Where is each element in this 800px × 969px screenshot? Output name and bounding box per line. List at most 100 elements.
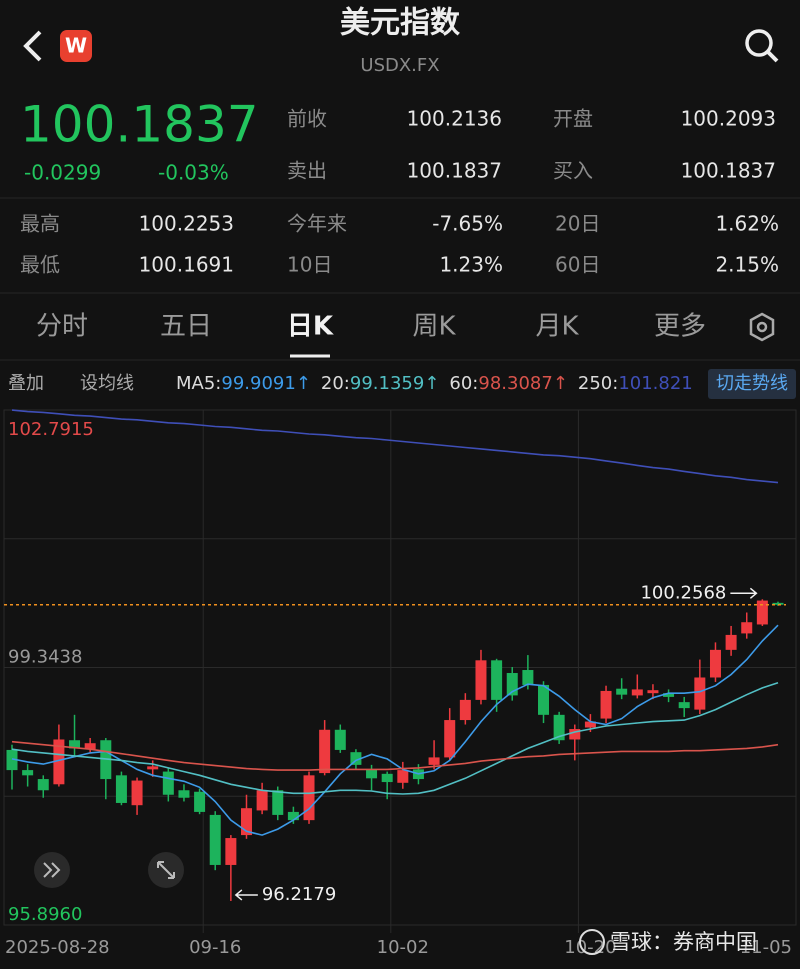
stat-label: 卖出 xyxy=(287,159,327,183)
tab[interactable]: 五日 xyxy=(160,312,212,342)
watermark: 雪球：券商中国 xyxy=(610,930,757,954)
stat-label: 买入 xyxy=(553,159,593,183)
stat-value: 1.23% xyxy=(439,253,503,277)
ma-value: 99.9091 xyxy=(221,373,295,394)
change: -0.0299 xyxy=(24,161,101,185)
candle-body xyxy=(444,720,456,758)
candle-body xyxy=(475,660,487,700)
candle-body xyxy=(756,600,768,625)
chart: 102.7915 99.3438 95.8960 2025-08-28 09-16 10-… xyxy=(3,409,797,958)
logo-text: W xyxy=(65,34,87,58)
candle-body xyxy=(178,790,190,798)
stat-label: 最低 xyxy=(20,253,60,277)
x-tick-label: 11-05 xyxy=(740,937,792,958)
ma-legend: MA5:99.9091↑ 20:99.1359↑ 60:98.3087↑ 250:10… xyxy=(176,373,693,394)
stat-value: 100.1837 xyxy=(681,159,776,183)
candle-body xyxy=(741,622,753,634)
ma-name: 20: xyxy=(321,373,350,394)
ma-name: 60: xyxy=(449,373,478,394)
tab[interactable]: 日K xyxy=(287,312,334,342)
candle-body xyxy=(37,779,49,791)
change-pct: -0.03% xyxy=(158,161,229,185)
ma-line xyxy=(11,681,779,795)
ma-value: 99.1359 xyxy=(350,373,424,394)
trendline-button-bg[interactable] xyxy=(708,369,796,399)
candle-body xyxy=(381,773,393,783)
y-tick-label: 99.3438 xyxy=(8,646,82,667)
stat-value: 100.1691 xyxy=(139,253,234,277)
stat-label: 10日 xyxy=(287,253,332,277)
candle-body xyxy=(22,770,34,776)
candle-body xyxy=(162,771,174,795)
ma-name: MA5: xyxy=(176,373,221,394)
stat-label: 60日 xyxy=(555,253,600,277)
price: 100.1837 xyxy=(20,96,259,154)
ma-value: 101.821 xyxy=(618,373,692,394)
search-button[interactable] xyxy=(745,29,779,63)
low-annotation: 96.2179 xyxy=(262,884,336,905)
candle-body xyxy=(334,729,346,750)
candle-body xyxy=(194,791,206,812)
ma-name: 250: xyxy=(578,373,618,394)
title: 美元指数 xyxy=(340,6,461,41)
ma-line xyxy=(11,740,779,771)
stat-value: 2.15% xyxy=(715,253,779,277)
candle-body xyxy=(631,689,643,696)
tab[interactable]: 周K xyxy=(412,312,456,342)
tab[interactable]: 月K xyxy=(535,312,579,342)
stat-label: 20日 xyxy=(555,212,600,236)
stat-label: 最高 xyxy=(20,212,60,236)
fullscreen-button[interactable] xyxy=(148,852,184,888)
candle-body xyxy=(366,769,378,779)
candle-body xyxy=(240,808,252,836)
high-annotation: 100.2568 xyxy=(640,582,726,603)
ma-line xyxy=(11,624,779,836)
watermark-logo xyxy=(579,929,605,955)
set-ma-button[interactable]: 设均线 xyxy=(80,373,134,394)
candle-body xyxy=(6,749,18,771)
stat-value: 100.1837 xyxy=(407,159,502,183)
candle-body xyxy=(725,634,737,650)
ma-arrow: ↑ xyxy=(296,373,311,394)
candle-body xyxy=(491,660,503,700)
subtitle: USDX.FX xyxy=(360,55,439,76)
tab[interactable]: 更多 xyxy=(654,312,706,342)
candle-body xyxy=(694,677,706,710)
trendline-button[interactable]: 切走势线 xyxy=(716,373,788,394)
stat-label: 开盘 xyxy=(553,107,593,131)
candle-body xyxy=(600,690,612,719)
candle-body xyxy=(225,838,237,865)
candle-body xyxy=(319,729,331,774)
x-tick-label: 09-16 xyxy=(189,937,241,958)
chart-control[interactable] xyxy=(34,852,70,888)
candle-body xyxy=(772,602,784,605)
candle-body xyxy=(538,684,550,715)
candle-body xyxy=(506,673,518,696)
low-arrow xyxy=(234,889,258,901)
candle-body xyxy=(663,693,675,697)
candle-body xyxy=(522,670,534,685)
back-button[interactable] xyxy=(23,30,42,62)
candle-body xyxy=(287,811,299,821)
stat-label: 今年来 xyxy=(287,212,347,236)
candle-body xyxy=(115,775,127,803)
candle-body xyxy=(69,740,81,749)
stat-value: 100.2136 xyxy=(407,107,502,131)
candle-body xyxy=(303,775,315,821)
candle-body xyxy=(53,739,65,785)
overlay-button[interactable]: 叠加 xyxy=(8,373,44,394)
candle-body xyxy=(428,757,440,765)
stat-value: 100.2093 xyxy=(681,107,776,131)
ma-arrow: ↑ xyxy=(553,373,568,394)
stat-label: 前收 xyxy=(287,107,327,131)
candle-body xyxy=(350,752,362,765)
stat-value: -7.65% xyxy=(432,212,503,236)
candle-body xyxy=(616,688,628,695)
candle-body xyxy=(569,729,581,740)
tab[interactable]: 分时 xyxy=(36,312,88,342)
settings-button[interactable] xyxy=(749,312,775,342)
candle-body xyxy=(459,699,471,721)
ma-arrow: ↑ xyxy=(424,373,439,394)
candle-body xyxy=(272,790,284,815)
